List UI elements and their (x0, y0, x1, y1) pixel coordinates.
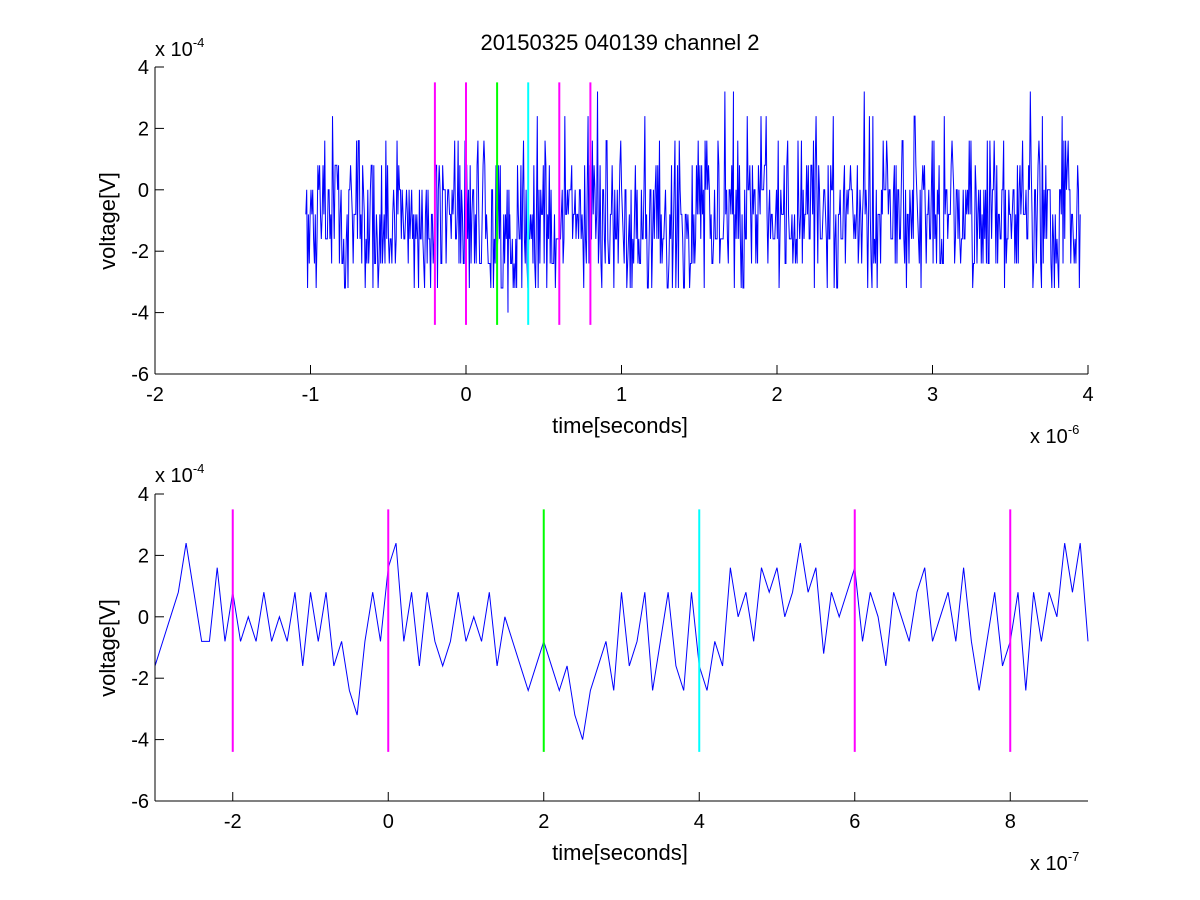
top-x-axis-label: time[seconds] (552, 413, 688, 438)
bottom-series-line (154, 542, 1089, 740)
top-x-tick-label: 3 (927, 384, 938, 406)
bottom-x-tick-label: 2 (538, 811, 549, 833)
top-x-tick-label: 4 (1082, 384, 1093, 406)
top-x-scale-exponent: -6 (1068, 422, 1080, 437)
bottom-x-scale-exponent: -7 (1068, 849, 1080, 864)
top-y-scale-label: x 10-4 (155, 35, 204, 61)
top-x-scale-label: x 10-6 (1030, 422, 1079, 448)
bottom-y-tick-label: 2 (138, 545, 149, 567)
bottom-ticks: -2 0 2 4 6 8 -6 -4 -2 0 2 4 (131, 484, 1016, 833)
bottom-y-tick-label: 0 (138, 607, 149, 629)
top-y-axis-label: voltage[V] (95, 172, 120, 270)
bottom-y-scale-exponent: -4 (193, 461, 205, 476)
top-y-scale-base: x 10 (155, 39, 193, 61)
top-chart-title: 20150325 040139 channel 2 (481, 30, 760, 55)
bottom-y-scale-base: x 10 (155, 465, 193, 487)
bottom-y-scale-label: x 10-4 (155, 461, 204, 487)
top-y-tick-label: 2 (138, 118, 149, 140)
bottom-axis-frame (154, 494, 1088, 802)
top-y-tick-label: 4 (138, 57, 149, 79)
bottom-axes: -2 0 2 4 6 8 -6 -4 -2 0 2 4 time[seconds] voltage[V… (95, 461, 1089, 875)
top-y-scale-exponent: -4 (193, 35, 205, 50)
top-x-tick-label: -1 (302, 384, 320, 406)
bottom-y-tick-label: 4 (138, 484, 149, 506)
bottom-x-tick-label: -2 (224, 811, 242, 833)
top-axes: -2 -1 0 1 2 3 4 -6 -4 -2 0 2 4 20150325 040139 chann… (95, 30, 1094, 448)
top-x-scale-base: x 10 (1030, 426, 1068, 448)
top-x-tick-label: 0 (460, 384, 471, 406)
bottom-x-scale-label: x 10-7 (1030, 849, 1079, 875)
bottom-x-tick-label: 8 (1005, 811, 1016, 833)
bottom-y-axis-label: voltage[V] (95, 599, 120, 697)
top-y-tick-label: -4 (131, 303, 149, 325)
bottom-y-tick-label: -6 (131, 791, 149, 813)
top-y-tick-label: -2 (131, 241, 149, 263)
top-ticks: -2 -1 0 1 2 3 4 -6 -4 -2 0 2 4 (131, 57, 1093, 406)
bottom-y-tick-label: -4 (131, 730, 149, 752)
bottom-x-tick-label: 6 (849, 811, 860, 833)
bottom-x-axis-label: time[seconds] (552, 840, 688, 865)
bottom-x-tick-label: 4 (694, 811, 705, 833)
top-x-tick-label: -2 (146, 384, 164, 406)
top-x-tick-label: 1 (616, 384, 627, 406)
top-x-tick-label: 2 (771, 384, 782, 406)
bottom-plot-area (154, 509, 1089, 752)
bottom-y-tick-label: -2 (131, 668, 149, 690)
top-y-tick-label: 0 (138, 180, 149, 202)
bottom-x-tick-label: 0 (383, 811, 394, 833)
top-y-tick-label: -6 (131, 364, 149, 386)
bottom-x-scale-base: x 10 (1030, 853, 1068, 875)
top-plot-area (305, 82, 1081, 325)
